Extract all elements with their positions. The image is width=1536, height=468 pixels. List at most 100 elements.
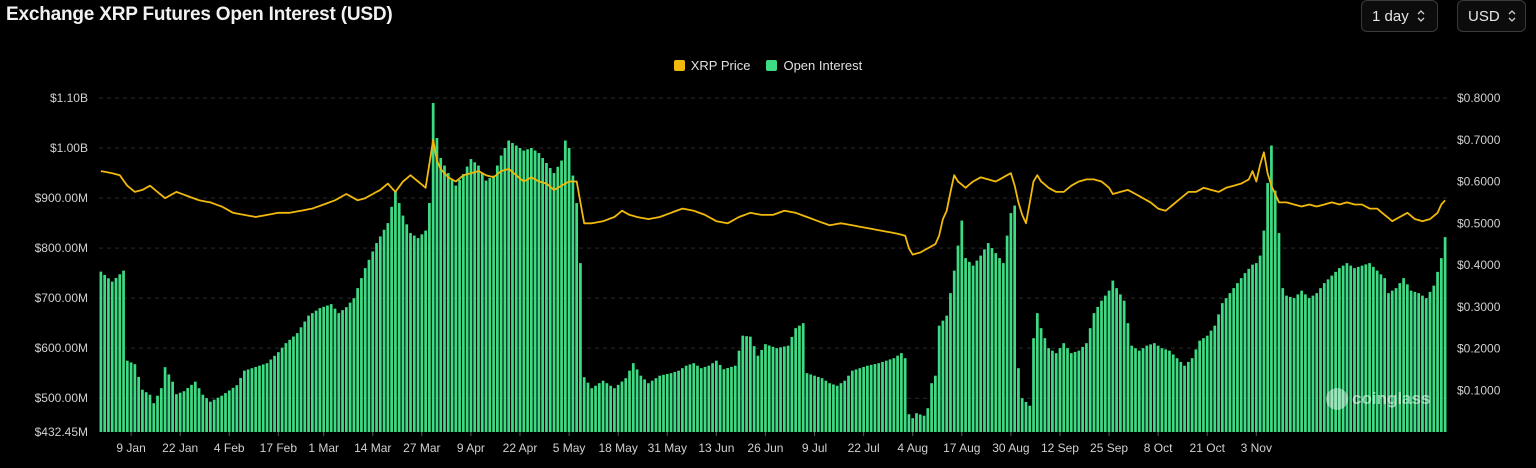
currency-select[interactable]: USD [1457, 0, 1526, 32]
open-interest-bar [363, 268, 367, 432]
open-interest-bar [276, 352, 280, 432]
open-interest-bar [375, 243, 378, 432]
chevron-updown-icon [1417, 10, 1425, 22]
open-interest-bar [839, 383, 843, 432]
open-interest-bars [99, 103, 1447, 433]
open-interest-bar [1379, 274, 1383, 432]
open-interest-bar [1024, 401, 1028, 432]
open-interest-bar [1073, 351, 1077, 432]
open-interest-bar [922, 415, 926, 432]
open-interest-bar [801, 323, 805, 432]
open-interest-bar [439, 158, 443, 432]
open-interest-bar [949, 293, 952, 432]
chart-legend: XRP Price Open Interest [0, 58, 1536, 73]
open-interest-bar [477, 165, 480, 432]
open-interest-bar [1341, 265, 1345, 432]
open-interest-bar [443, 165, 446, 432]
open-interest-bar [979, 255, 983, 432]
open-interest-bar [820, 378, 824, 432]
open-interest-bar [1251, 264, 1254, 432]
open-interest-bar [858, 368, 862, 432]
open-interest-bar [193, 381, 197, 432]
open-interest-bar [299, 327, 303, 432]
open-interest-bar [828, 383, 831, 432]
open-interest-bar [1375, 270, 1379, 432]
x-tick-label: 9 Jul [802, 441, 827, 455]
open-interest-bar [635, 369, 639, 432]
open-interest-bar [337, 313, 341, 432]
open-interest-bar [915, 413, 918, 432]
open-interest-bar [99, 271, 103, 432]
open-interest-bar [571, 175, 575, 432]
open-interest-bar [767, 345, 771, 432]
open-interest-bar [884, 360, 888, 432]
open-interest-bar [159, 388, 163, 432]
open-interest-bar [975, 260, 979, 432]
open-interest-bar [107, 278, 110, 432]
open-interest-bar [239, 377, 242, 432]
open-interest-bar [205, 398, 208, 432]
right-tick-label: $0.7000 [1457, 133, 1501, 147]
open-interest-bar [813, 375, 816, 432]
open-interest-bar [869, 364, 873, 432]
open-interest-bar [1122, 300, 1126, 432]
open-interest-bar [288, 339, 292, 432]
open-interest-bar [1088, 328, 1092, 432]
open-interest-bar [1039, 328, 1043, 432]
legend-item-xrp-price[interactable]: XRP Price [673, 58, 750, 73]
open-interest-bar [1330, 275, 1334, 432]
open-interest-bar [790, 336, 794, 432]
open-interest-bar [1160, 348, 1164, 432]
open-interest-bar [201, 394, 205, 432]
open-interest-bar [454, 185, 458, 432]
open-interest-bar [1266, 183, 1270, 432]
open-interest-bar [356, 288, 360, 432]
open-interest-bar [428, 203, 431, 432]
open-interest-bar [1247, 268, 1251, 432]
right-tick-label: $0.5000 [1457, 216, 1501, 230]
open-interest-bar [631, 363, 635, 432]
open-interest-bar [280, 347, 284, 432]
open-interest-bar [1232, 288, 1236, 432]
open-interest-bar [1258, 255, 1262, 432]
open-interest-bar [1372, 266, 1375, 432]
open-interest-bar [261, 364, 265, 432]
open-interest-bar [163, 367, 167, 432]
open-interest-bar [326, 305, 329, 432]
open-interest-bar [832, 384, 835, 432]
open-interest-bar [1383, 278, 1387, 432]
currency-select-value: USD [1468, 7, 1500, 25]
open-interest-bar [650, 380, 654, 432]
open-interest-bar [216, 397, 220, 432]
open-interest-bar [960, 220, 964, 432]
open-interest-bar [1186, 361, 1190, 432]
open-interest-bar [1424, 298, 1428, 432]
x-tick-label: 9 Jan [116, 441, 145, 455]
period-select[interactable]: 1 day [1361, 0, 1438, 32]
open-interest-bar [303, 321, 307, 432]
open-interest-bar [1288, 296, 1292, 432]
open-interest-bar [322, 306, 326, 432]
open-interest-bar [862, 366, 865, 432]
open-interest-bar [1285, 295, 1288, 432]
open-interest-bar [1213, 325, 1217, 432]
left-tick-label: $800.00M [35, 241, 88, 255]
open-interest-bar [930, 383, 933, 432]
open-interest-bar [628, 370, 631, 432]
open-interest-bar [1205, 335, 1209, 432]
open-interest-bar [601, 380, 605, 432]
open-interest-bar [1394, 288, 1398, 432]
open-interest-bar [1428, 291, 1432, 432]
open-interest-bar [431, 103, 435, 433]
open-interest-bar [892, 358, 896, 432]
open-interest-bar [1168, 350, 1171, 432]
open-interest-bar [809, 374, 813, 432]
open-interest-bar [1209, 330, 1213, 432]
open-interest-bar [529, 148, 533, 433]
open-interest-bar [696, 365, 699, 432]
open-interest-bar [673, 371, 677, 432]
open-interest-bar [314, 310, 318, 432]
legend-item-open-interest[interactable]: Open Interest [766, 58, 862, 73]
open-interest-bar [1405, 284, 1409, 432]
